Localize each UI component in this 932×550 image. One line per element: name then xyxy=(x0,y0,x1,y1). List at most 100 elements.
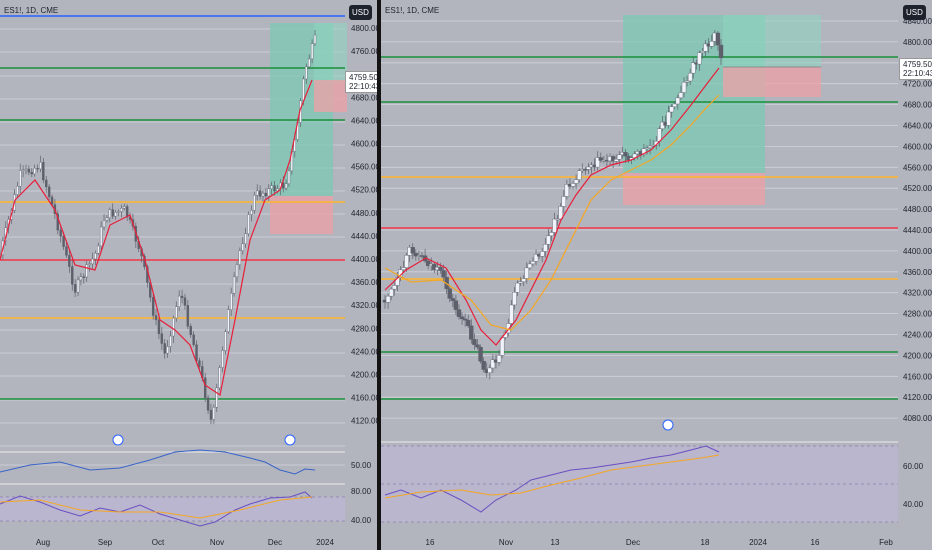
right-candle xyxy=(506,323,511,334)
right-candle xyxy=(475,344,480,348)
right-candle xyxy=(447,288,452,299)
right-price-axis-label: 4480.00 xyxy=(903,205,932,214)
left-candle xyxy=(108,209,112,219)
right-candle xyxy=(681,81,687,93)
left-price-axis-label: 4560.00 xyxy=(351,163,377,172)
right-candle xyxy=(487,367,493,374)
right-price-axis-label: 4120.00 xyxy=(903,393,932,402)
left-candle xyxy=(302,78,305,101)
left-osc2-axis-label: 40.00 xyxy=(351,516,372,525)
left-candle xyxy=(250,210,253,215)
left-time-axis-label: Aug xyxy=(36,538,50,547)
left-candle xyxy=(166,346,169,354)
right-symbol-label[interactable]: ES1!, 1D, CME xyxy=(385,6,440,15)
left-dividend-marker-icon[interactable] xyxy=(284,434,296,446)
left-price-axis-label: 4240.00 xyxy=(351,347,377,356)
left-candle xyxy=(157,319,161,334)
left-candle xyxy=(232,276,236,294)
right-osc-axis-label: 60.00 xyxy=(903,462,924,471)
left-candle xyxy=(160,333,164,344)
right-chart-panel[interactable]: 4840.004800.004760.004720.004680.004640.… xyxy=(381,0,932,550)
right-time-axis-label: 13 xyxy=(551,538,560,547)
left-time-axis[interactable] xyxy=(0,532,377,550)
left-candle xyxy=(183,297,187,306)
left-candle xyxy=(47,186,51,198)
left-chart-panel[interactable]: 4800.004760.004720.004680.004640.004600.… xyxy=(0,0,377,550)
left-candle xyxy=(97,245,100,254)
left-dividend-marker-icon[interactable] xyxy=(112,434,124,446)
left-volume-line xyxy=(0,449,316,475)
left-candle xyxy=(154,315,158,321)
left-sma-red-line xyxy=(0,79,313,396)
right-price-axis-label: 4280.00 xyxy=(903,310,932,319)
right-time-axis-label: 16 xyxy=(811,538,820,547)
left-candle xyxy=(180,295,184,298)
right-time-axis-label: 16 xyxy=(426,538,435,547)
left-candle xyxy=(195,344,198,361)
left-candle xyxy=(308,58,311,67)
right-candle xyxy=(598,157,603,161)
left-time-axis-label: Dec xyxy=(268,538,282,547)
left-candle xyxy=(224,331,227,351)
right-candle xyxy=(543,244,548,252)
right-candle xyxy=(564,184,570,197)
left-price-axis-label: 4360.00 xyxy=(351,278,377,287)
right-stop-zone-2 xyxy=(723,67,821,97)
left-rsi-ma-line xyxy=(0,496,313,519)
left-symbol-label[interactable]: ES1!, 1D, CME xyxy=(4,6,59,15)
right-candle xyxy=(684,80,690,83)
right-rsi-pane[interactable] xyxy=(381,443,898,531)
right-osc-axis-label: 40.00 xyxy=(903,500,924,509)
right-time-axis[interactable] xyxy=(381,532,932,550)
left-volume-pane[interactable] xyxy=(0,453,345,482)
right-candle xyxy=(552,218,557,233)
left-candle xyxy=(186,305,190,327)
left-candle xyxy=(177,295,181,307)
right-candle xyxy=(469,325,474,340)
left-candle xyxy=(71,266,74,285)
left-candle xyxy=(91,258,94,265)
right-countdown: 22:10:43 xyxy=(903,69,932,78)
right-candle xyxy=(462,318,468,321)
right-price-axis-label: 4240.00 xyxy=(903,331,932,340)
right-candle xyxy=(657,128,662,142)
left-candle xyxy=(310,43,314,60)
left-candle xyxy=(247,214,250,234)
left-candle xyxy=(261,192,265,197)
right-price-axis-label: 4080.00 xyxy=(903,414,932,423)
right-candle xyxy=(613,159,619,162)
left-time-axis-label: Oct xyxy=(152,538,165,547)
right-chart-canvas[interactable]: 4840.004800.004760.004720.004680.004640.… xyxy=(381,0,932,550)
right-candle xyxy=(586,166,591,170)
left-currency-button[interactable]: USD xyxy=(349,5,372,20)
left-candle xyxy=(117,211,120,213)
left-price-axis-label: 4800.00 xyxy=(351,24,377,33)
left-candle xyxy=(24,168,28,171)
left-price-tag: 4759.50 22:10:43 xyxy=(345,71,377,93)
right-candle xyxy=(385,295,391,303)
left-price-axis-label: 4520.00 xyxy=(351,186,377,195)
right-dividend-marker-icon[interactable] xyxy=(662,419,674,431)
left-candle xyxy=(192,334,195,345)
left-candle xyxy=(36,167,39,170)
right-currency-button[interactable]: USD xyxy=(903,5,926,20)
left-candle xyxy=(198,360,201,367)
right-candle xyxy=(561,196,566,207)
left-candle xyxy=(206,397,210,411)
panel-divider[interactable] xyxy=(377,0,381,550)
left-chart-canvas[interactable]: 4800.004760.004720.004680.004640.004600.… xyxy=(0,0,377,550)
left-price-axis-label: 4120.00 xyxy=(351,417,377,426)
left-candle xyxy=(282,182,285,189)
left-candle xyxy=(73,284,77,293)
right-price-axis-label: 4640.00 xyxy=(903,122,932,131)
right-candle xyxy=(697,52,702,65)
right-price-axis-label: 4320.00 xyxy=(903,289,932,298)
right-price-axis-label: 4360.00 xyxy=(903,268,932,277)
right-candle xyxy=(718,44,724,59)
left-candle xyxy=(189,326,192,335)
left-stop-zone-2 xyxy=(314,80,347,112)
right-candle xyxy=(481,361,486,370)
right-candle xyxy=(524,267,529,279)
left-candle xyxy=(238,250,242,265)
left-candle xyxy=(169,335,172,347)
